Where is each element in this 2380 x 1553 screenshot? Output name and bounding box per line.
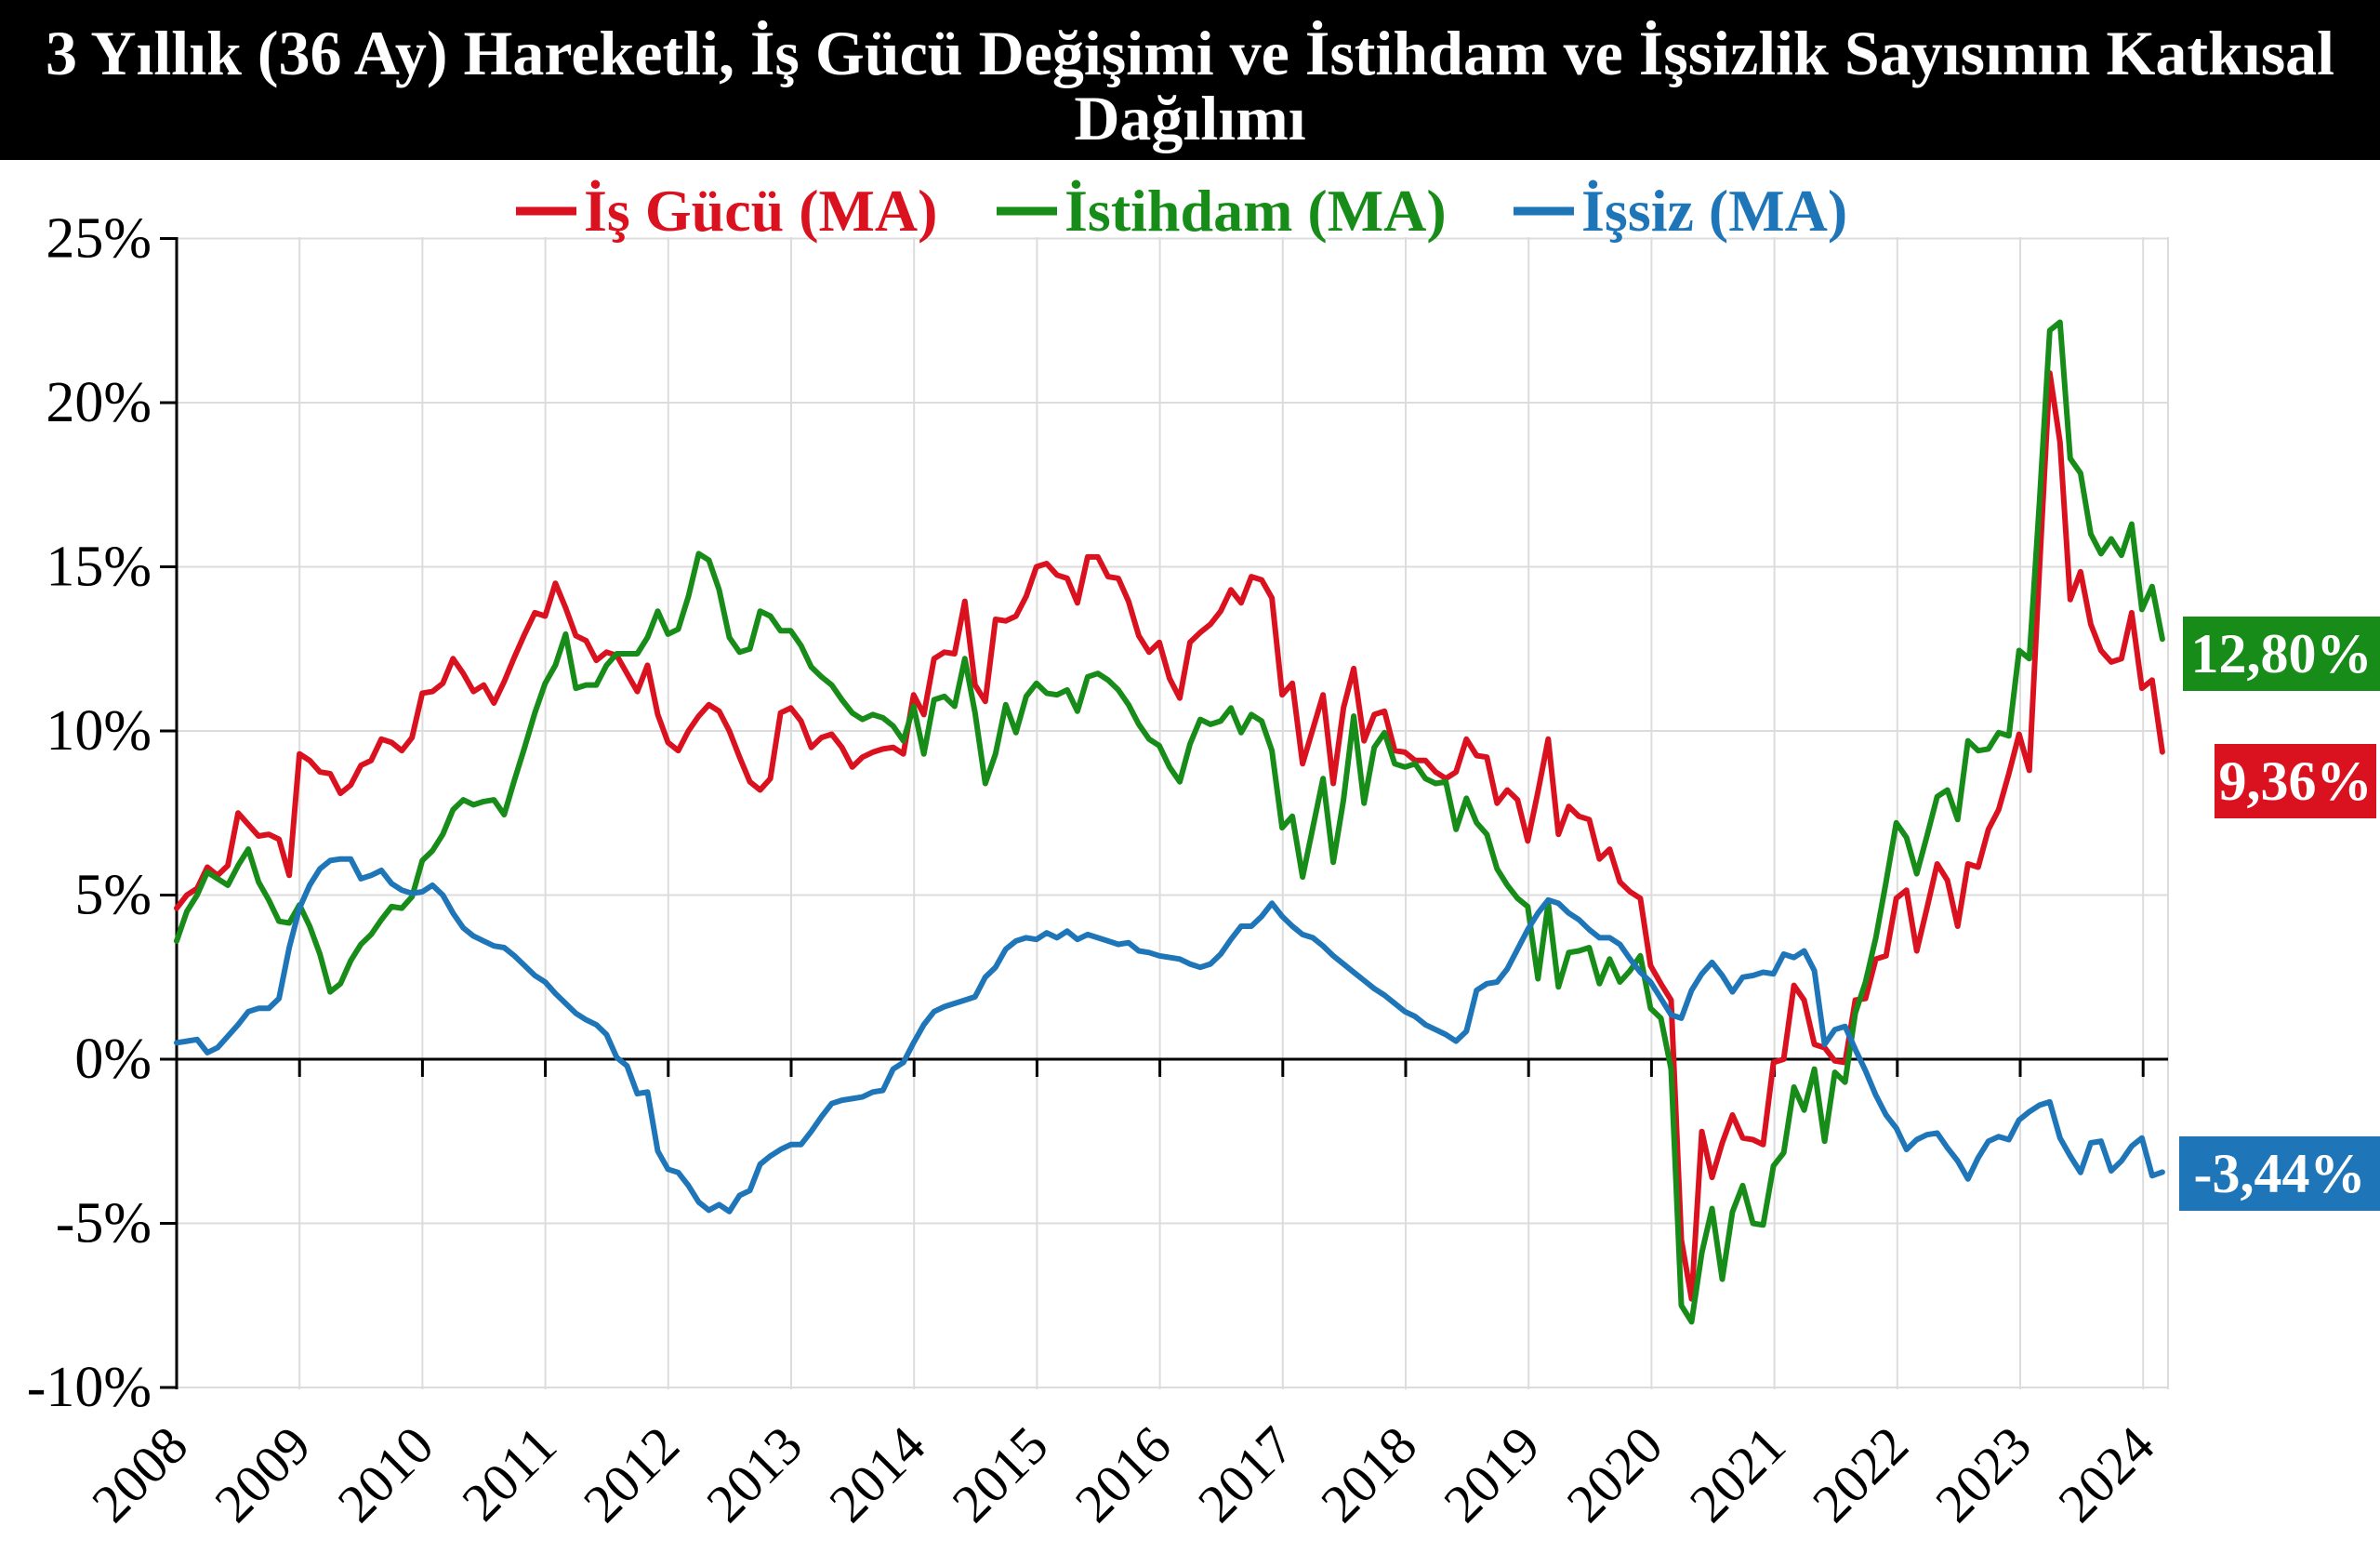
svg-text:25%: 25%	[46, 207, 152, 271]
svg-text:20%: 20%	[46, 371, 152, 434]
svg-text:15%: 15%	[46, 536, 152, 599]
svg-text:0%: 0%	[74, 1028, 152, 1091]
svg-text:Dağılımı: Dağılımı	[1074, 83, 1305, 153]
svg-text:İşsiz (MA): İşsiz (MA)	[1581, 178, 1847, 244]
svg-text:9,36%: 9,36%	[2219, 750, 2373, 812]
svg-text:İş Gücü (MA): İş Gücü (MA)	[584, 178, 937, 244]
svg-text:İstihdam (MA): İstihdam (MA)	[1064, 178, 1447, 244]
svg-text:-5%: -5%	[56, 1192, 152, 1255]
svg-text:-3,44%: -3,44%	[2194, 1143, 2366, 1204]
svg-text:5%: 5%	[74, 864, 152, 927]
svg-text:3 Yıllık (36 Ay) Hareketli, İş: 3 Yıllık (36 Ay) Hareketli, İş Gücü Deği…	[46, 18, 2334, 88]
svg-text:10%: 10%	[46, 699, 152, 763]
svg-text:-10%: -10%	[27, 1356, 152, 1419]
svg-text:12,80%: 12,80%	[2191, 623, 2373, 684]
